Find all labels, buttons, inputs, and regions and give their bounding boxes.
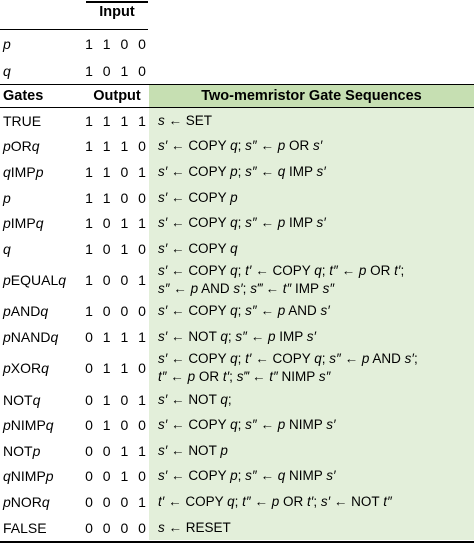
gates-header: Gates [3,88,44,104]
header-bottom-rule [0,107,474,108]
gate-output: 0 1 1 0 [85,360,149,377]
sequence-line: s′ ← COPY p; s″ ← q NIMP s′ [158,468,336,484]
gate-output: 0 0 0 1 [85,493,149,510]
gate-sequence: s′ ← COPY p; s″ ← q NIMP s′ [149,463,474,490]
gate-sequence: s′ ← NOT p [149,438,474,464]
gate-output: 0 1 0 0 [85,417,149,434]
sequence-line: s′ ← NOT q; s″ ← p IMP s′ [158,328,317,344]
gate-name: p [3,189,11,206]
gate-sequence: s′ ← COPY q; s″ ← p OR s′ [149,133,474,160]
gate-output: 1 0 0 1 [85,272,149,289]
gate-output: 0 0 0 0 [85,519,149,536]
gate-output: 1 0 1 1 [85,215,149,232]
table-row: p NAND q 0 1 1 1 s′ ← NOT q; s″ ← p IMP s′ [0,324,474,350]
table-row: q IMP p 1 1 0 1 s′ ← COPY p; s″ ← q IMP s′ [0,159,474,185]
gate-output: 0 1 1 1 [85,328,149,345]
sequences-header: Two-memristor Gate Sequences [149,85,474,107]
table-row: NOT p 0 0 1 1 s′ ← NOT p [0,438,474,464]
sequence-line: t″ ← p OR t′; s‴ ← t″ NIMP s″ [158,369,331,385]
gate-name: p NOR q [3,493,50,510]
gate-sequence: s′ ← COPY q; s″ ← p IMP s′ [149,210,474,236]
sequence-line: s′ ← COPY q; s″ ← p OR s′ [158,138,323,154]
table-row: FALSE 0 0 0 0 s ← RESET [0,514,474,541]
gate-sequence: s′ ← COPY q; t′ ← COPY q; s″ ← p AND s′;… [149,349,474,387]
gate-name: TRUE [3,112,42,129]
table-row: p NIMP q 0 1 0 0 s′ ← COPY q; s″ ← p NIMP … [0,412,474,438]
gate-sequence: s′ ← COPY q [149,236,474,262]
input-row-q: q 1 0 1 0 [0,57,474,84]
sequence-line: s′ ← COPY q; s″ ← p NIMP s′ [158,417,336,433]
input-bits: 1 0 1 0 [85,62,149,79]
input-name: q [3,62,11,79]
gate-sequence: s′ ← NOT q; [149,386,474,413]
gate-name: p NIMP q [3,417,54,434]
input-bits: 1 1 0 0 [85,35,149,52]
table-row: p IMP q 1 0 1 1 s′ ← COPY q; s″ ← p IMP s′ [0,210,474,236]
sequence-line: s′ ← COPY q; t′ ← COPY q; t″ ← p OR t′; [158,263,405,279]
header-row: Gates Output Two-memristor Gate Sequence… [0,85,474,107]
gate-name: FALSE [3,519,47,536]
table-row: p 1 1 0 0 s′ ← COPY p [0,184,474,211]
gate-name: p AND q [3,303,49,320]
table-row: p OR q 1 1 1 0 s′ ← COPY q; s″ ← p OR s′ [0,133,474,160]
gate-sequence: s ← RESET [149,514,474,541]
table-row: p NOR q 0 0 0 1 t′ ← COPY q; t″ ← p OR t′;… [0,489,474,515]
table-row: TRUE 1 1 1 1 s ← SET [0,108,474,134]
table-row: q 1 0 1 0 s′ ← COPY q [0,236,474,262]
gate-output: 0 1 0 1 [85,391,149,408]
input-row-p: p 1 1 0 0 [0,30,474,57]
gate-output: 1 1 0 1 [85,163,149,180]
gate-name: p OR q [3,138,40,155]
gate-name: q IMP p [3,163,44,180]
sequence-line: s″ ← p AND s′; s‴ ← t″ IMP s″ [158,281,335,297]
gate-output: 1 1 1 1 [85,112,149,129]
sequence-line: t′ ← COPY q; t″ ← p OR t′; s′ ← NOT t″ [158,493,392,509]
sequence-line: s′ ← COPY q; s″ ← p IMP s′ [158,215,326,231]
gate-name: p NAND q [3,328,59,345]
gate-output: 0 0 1 0 [85,468,149,485]
bottom-rule [0,541,474,543]
top-rule [86,1,148,3]
gate-sequence: s′ ← COPY p [149,184,474,211]
table-row: q NIMP p 0 0 1 0 s′ ← COPY p; s″ ← q NIMP … [0,463,474,490]
sequence-line: s′ ← COPY q; s″ ← p AND s′ [158,303,330,319]
gate-output: 1 0 0 0 [85,303,149,320]
sequence-line: s ← SET [158,112,213,128]
gate-sequence: s′ ← NOT q; s″ ← p IMP s′ [149,324,474,350]
sequence-line: s′ ← COPY q [158,240,238,256]
sequence-line: s′ ← NOT q; [158,391,232,407]
header-top-rule [0,84,474,85]
gate-output: 1 0 1 0 [85,240,149,257]
gate-name: p EQUAL q [3,272,67,289]
gate-name: p XOR q [3,360,49,377]
gate-output: 0 0 1 1 [85,442,149,459]
gate-sequence: t′ ← COPY q; t″ ← p OR t′; s′ ← NOT t″ [149,489,474,515]
sequence-line: s ← RESET [158,519,231,535]
table-row: NOT q 0 1 0 1 s′ ← NOT q; [0,386,474,413]
table-row: p AND q 1 0 0 0 s′ ← COPY q; s″ ← p AND s′ [0,298,474,325]
sequence-line: s′ ← NOT p [158,442,228,458]
sequence-line: s′ ← COPY p [158,189,238,205]
input-name: p [3,35,11,52]
output-header: Output [93,88,141,104]
gate-sequence: s′ ← COPY q; s″ ← p NIMP s′ [149,412,474,438]
gate-output: 1 1 1 0 [85,138,149,155]
gate-output: 1 1 0 0 [85,189,149,206]
gate-name: p IMP q [3,215,44,232]
gate-name: q NIMP p [3,468,54,485]
sequence-line: s′ ← COPY q; t′ ← COPY q; s″ ← p AND s′; [158,351,418,367]
gate-name: q [3,240,11,257]
gate-sequence: s′ ← COPY q; s″ ← p AND s′ [149,298,474,325]
input-header: Input [99,4,135,20]
gate-sequence: s′ ← COPY p; s″ ← q IMP s′ [149,159,474,185]
gate-sequence: s′ ← COPY q; t′ ← COPY q; t″ ← p OR t′; s… [149,261,474,299]
input-rule [0,29,148,30]
sequence-line: s′ ← COPY p; s″ ← q IMP s′ [158,163,326,179]
gate-name: NOT p [3,442,41,459]
gate-name: NOT q [3,391,41,408]
gate-sequence: s ← SET [149,108,474,134]
